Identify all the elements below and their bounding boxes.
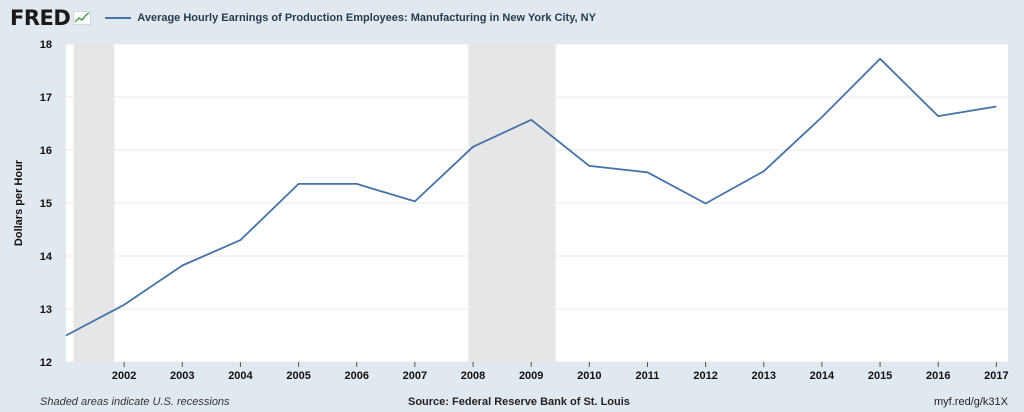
data-point[interactable] — [583, 160, 595, 172]
data-point[interactable] — [700, 198, 712, 210]
data-point[interactable] — [990, 101, 1002, 113]
data-point[interactable] — [467, 141, 479, 153]
short-url-link[interactable]: myf.red/g/k31X — [934, 396, 1008, 408]
data-point[interactable] — [816, 111, 828, 123]
x-tick-label: 2017 — [984, 370, 1008, 382]
recession-note: Shaded areas indicate U.S. recessions — [40, 396, 230, 408]
fred-chart-icon — [73, 11, 92, 25]
x-tick-label: 2004 — [228, 370, 253, 382]
x-tick-label: 2008 — [461, 370, 485, 382]
y-tick-label: 17 — [40, 92, 52, 104]
series-line-0 — [65, 57, 997, 337]
legend-swatch — [105, 17, 132, 19]
data-point[interactable] — [932, 110, 944, 122]
x-axis-ticks: 2002 2003 2004 2005 2006 2007 2008 2009 2010 2011… — [112, 362, 1009, 382]
data-point[interactable] — [525, 114, 537, 126]
data-point[interactable] — [293, 178, 305, 190]
data-point[interactable] — [874, 53, 886, 65]
x-tick-label: 2012 — [693, 370, 717, 382]
chart-legend: Average Hourly Earnings of Production Em… — [105, 12, 596, 24]
x-tick-label: 2016 — [926, 370, 950, 382]
data-point[interactable] — [641, 166, 653, 178]
y-axis-title: Dollars per Hour — [13, 159, 25, 246]
data-point[interactable] — [351, 178, 363, 190]
x-tick-label: 2002 — [112, 370, 136, 382]
data-point[interactable] — [758, 165, 770, 177]
header: FRED Average Hourly Earnings of Producti… — [10, 6, 596, 30]
x-tick-label: 2010 — [577, 370, 601, 382]
x-tick-label: 2009 — [519, 370, 543, 382]
x-tick-label: 2007 — [403, 370, 427, 382]
x-tick-label: 2014 — [810, 370, 835, 382]
x-tick-label: 2006 — [344, 370, 368, 382]
x-tick-label: 2015 — [868, 370, 892, 382]
x-tick-label: 2003 — [170, 370, 194, 382]
x-tick-label: 2005 — [286, 370, 310, 382]
data-point[interactable] — [176, 260, 188, 272]
data-point[interactable] — [409, 195, 421, 207]
x-tick-label: 2013 — [752, 370, 776, 382]
legend-label: Average Hourly Earnings of Production Em… — [137, 12, 596, 24]
y-tick-label: 13 — [40, 304, 52, 316]
x-tick-label: 2011 — [636, 370, 660, 382]
data-point[interactable] — [234, 234, 246, 246]
source-text: Source: Federal Reserve Bank of St. Loui… — [408, 396, 630, 408]
fred-logo[interactable]: FRED — [10, 6, 71, 30]
y-axis-ticks: 12 13 14 15 16 17 18 — [40, 39, 53, 369]
y-tick-label: 18 — [40, 39, 52, 51]
y-tick-label: 14 — [40, 251, 53, 263]
gridlines — [66, 43, 1008, 363]
y-tick-label: 12 — [40, 357, 52, 369]
y-tick-label: 15 — [40, 198, 52, 210]
y-tick-label: 16 — [40, 145, 52, 157]
data-point[interactable] — [118, 299, 130, 311]
series-layer — [60, 53, 1002, 342]
data-point[interactable] — [60, 330, 72, 342]
